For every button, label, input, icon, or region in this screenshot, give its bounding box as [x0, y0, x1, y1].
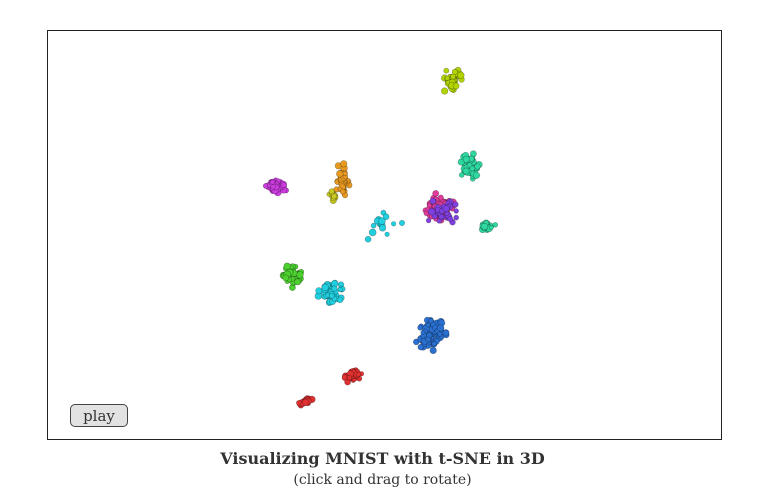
point — [384, 231, 390, 237]
point — [294, 278, 301, 286]
point — [472, 171, 481, 179]
point — [432, 190, 440, 197]
point — [453, 208, 459, 214]
point — [270, 179, 276, 185]
visualization-frame[interactable]: play — [47, 30, 722, 440]
point — [444, 75, 450, 81]
point — [447, 216, 454, 223]
point — [417, 343, 425, 351]
point — [469, 165, 476, 172]
point — [280, 182, 287, 189]
point — [328, 292, 335, 299]
point — [458, 172, 465, 178]
point — [429, 197, 437, 205]
point — [437, 324, 445, 332]
point — [391, 221, 397, 227]
point — [453, 214, 460, 221]
point — [442, 329, 450, 337]
point — [425, 336, 432, 343]
point — [336, 170, 344, 178]
point — [337, 286, 343, 293]
point — [442, 205, 450, 213]
point — [336, 296, 344, 304]
point — [331, 193, 338, 200]
play-button[interactable]: play — [70, 404, 128, 427]
point — [441, 87, 449, 95]
point — [420, 329, 426, 335]
point — [368, 228, 377, 237]
point — [480, 222, 489, 231]
point — [452, 201, 459, 208]
point — [412, 338, 420, 346]
point — [425, 322, 431, 328]
caption-title: Visualizing MNIST with t-SNE in 3D — [220, 449, 545, 468]
point — [462, 167, 470, 175]
point — [382, 213, 390, 220]
point — [346, 375, 353, 381]
point — [457, 71, 465, 79]
point — [417, 324, 424, 331]
caption-subtitle: (click and drag to rotate) — [293, 472, 472, 488]
point — [380, 209, 387, 216]
point — [474, 163, 481, 170]
point — [450, 73, 456, 80]
point — [328, 188, 335, 195]
point — [315, 287, 323, 295]
point — [398, 220, 405, 227]
point — [429, 346, 437, 355]
point — [443, 67, 450, 74]
point — [283, 262, 291, 271]
point — [492, 222, 498, 228]
scatter-3d[interactable] — [48, 31, 721, 439]
point — [379, 224, 387, 232]
point — [356, 371, 362, 377]
point — [370, 222, 377, 229]
point — [282, 274, 290, 282]
point — [331, 285, 338, 292]
point — [340, 160, 348, 168]
point — [438, 213, 444, 220]
point — [364, 235, 372, 243]
point — [296, 271, 304, 279]
point — [431, 341, 437, 347]
point — [321, 283, 329, 292]
point — [436, 218, 442, 224]
point — [339, 188, 346, 195]
point — [378, 217, 386, 225]
point — [462, 155, 470, 163]
point — [301, 398, 310, 407]
point — [427, 207, 436, 216]
point — [452, 82, 460, 90]
point — [425, 217, 432, 224]
point — [437, 331, 443, 337]
point — [488, 225, 494, 231]
point — [437, 194, 444, 201]
point — [270, 184, 276, 190]
